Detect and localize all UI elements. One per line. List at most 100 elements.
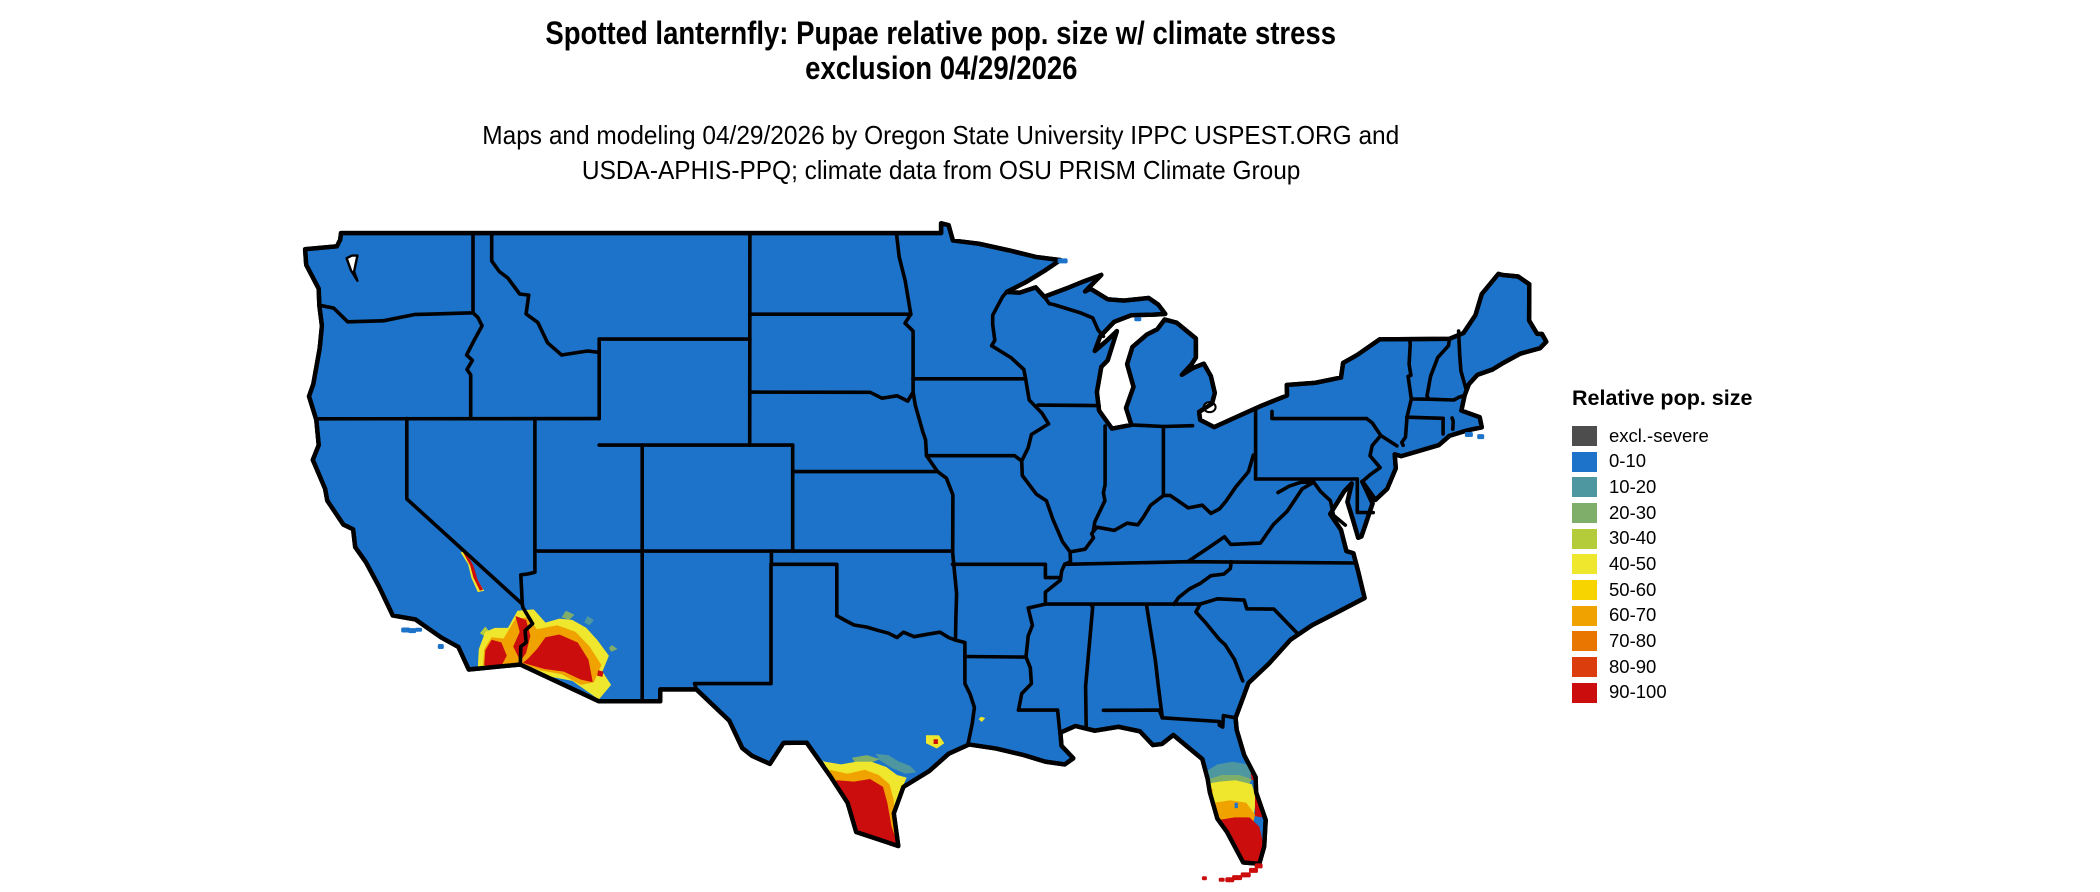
legend-swatch	[1572, 451, 1597, 472]
legend-row: 20-30	[1572, 500, 1752, 526]
hotspot-region	[834, 779, 899, 846]
island-speck	[415, 627, 423, 632]
hotspot-region	[608, 645, 618, 652]
legend-row: 10-20	[1572, 474, 1752, 500]
state-border-line	[1101, 708, 1165, 720]
legend-row: 50-60	[1572, 577, 1752, 603]
hotspot-layer	[460, 551, 1264, 863]
legend-swatch	[1572, 605, 1597, 626]
legend-row: 60-70	[1572, 603, 1752, 629]
state-border-line	[1194, 602, 1245, 683]
hotspot-region	[933, 739, 938, 744]
state-border-line	[405, 416, 535, 667]
legend-row: 0-10	[1572, 449, 1752, 475]
island-speck	[1134, 317, 1142, 322]
state-border-line	[519, 416, 537, 606]
legend-swatch	[1572, 425, 1597, 446]
state-border-line	[1400, 415, 1409, 448]
hotspot-region	[561, 610, 575, 620]
state-border-line	[950, 562, 1061, 580]
legend-entries: excl.-severe 0-10 10-20 20-30 30-40 40-50 50-6…	[1572, 423, 1752, 706]
state-border-line	[1091, 424, 1107, 532]
hotspot-region	[484, 639, 507, 669]
state-border-line	[1270, 409, 1369, 421]
legend-swatch	[1572, 579, 1597, 600]
map-legend: Relative pop. size excl.-severe 0-10 10-20…	[1572, 386, 1752, 706]
hotspot-region	[584, 616, 594, 626]
legend-swatch	[1572, 477, 1597, 498]
legend-row: 90-100	[1572, 680, 1752, 706]
island-speck	[1218, 877, 1225, 882]
page-subtitle-line1: Maps and modeling 04/29/2026 by Oregon S…	[482, 120, 1400, 150]
hotspot-region	[522, 634, 593, 683]
state-border-line	[1016, 708, 1062, 734]
state-border-line	[989, 290, 1028, 381]
state-border-line	[1083, 602, 1095, 729]
state-border-line	[894, 231, 913, 316]
state-border-line	[1360, 416, 1383, 484]
state-border-line	[924, 453, 1024, 463]
state-border-line	[1036, 403, 1101, 408]
page-title-line2: exclusion 04/29/2026	[804, 50, 1078, 86]
state-border-line	[903, 312, 915, 381]
state-border-line	[1425, 337, 1452, 401]
puget-sound-water	[345, 254, 359, 282]
legend-swatch	[1572, 528, 1597, 549]
island-speck	[1232, 875, 1243, 881]
island-speck	[401, 627, 411, 633]
state-border-line	[1379, 433, 1399, 448]
hotspot-region	[875, 753, 917, 774]
legend-row: excl.-severe	[1572, 423, 1752, 449]
state-border-line	[1068, 453, 1256, 554]
legend-title: Relative pop. size	[1572, 386, 1753, 410]
island-speck	[1254, 863, 1263, 869]
legend-swatch	[1572, 554, 1597, 575]
state-border-line	[1409, 393, 1466, 402]
legend-label: 70-80	[1609, 630, 1657, 652]
island-speck	[1249, 867, 1258, 873]
legend-swatch	[1572, 502, 1597, 523]
hotspot-region	[463, 552, 484, 591]
legend-row: 80-90	[1572, 654, 1752, 680]
island-speck	[437, 644, 444, 649]
state-border-line	[1016, 377, 1073, 712]
state-border-line	[317, 303, 475, 324]
nation-shape	[302, 221, 1549, 866]
island-speck	[1057, 258, 1068, 264]
legend-row: 30-40	[1572, 526, 1752, 552]
state-border-line	[489, 231, 601, 357]
state-border-line	[1406, 337, 1414, 401]
legend-label: 40-50	[1609, 553, 1657, 575]
state-border-line	[1160, 713, 1238, 729]
legend-label: 10-20	[1609, 475, 1657, 497]
island-speck	[408, 628, 417, 634]
island-speck	[1464, 432, 1473, 437]
state-border-line	[963, 654, 1028, 659]
island-speck	[1201, 876, 1207, 881]
state-border-line	[835, 613, 958, 642]
state-border-line	[1172, 559, 1234, 607]
hotspot-region	[1234, 802, 1238, 809]
state-border-line	[1185, 480, 1316, 564]
state-border-line	[1042, 294, 1106, 339]
page-subtitle: Maps and modeling 04/29/2026 by Oregon S…	[241, 118, 1641, 188]
state-borders	[314, 231, 1469, 747]
legend-row: 40-50	[1572, 551, 1752, 577]
legend-swatch	[1572, 657, 1597, 678]
legend-swatch	[1572, 631, 1597, 652]
state-border-line	[1129, 423, 1195, 429]
state-border-line	[692, 562, 773, 692]
legend-label: 50-60	[1609, 578, 1657, 600]
page-subtitle-line2: USDA-APHIS-PPQ; climate data from OSU PR…	[581, 155, 1301, 185]
state-border-line	[1405, 397, 1414, 419]
legend-label: excl.-severe	[1609, 424, 1709, 446]
legend-label: 20-30	[1609, 501, 1657, 523]
island-speck	[1240, 872, 1251, 878]
state-border-line	[464, 231, 484, 421]
legend-label: 90-100	[1609, 681, 1667, 703]
state-border-line	[1198, 597, 1300, 636]
hotspot-region	[978, 716, 986, 722]
legend-label: 80-90	[1609, 655, 1657, 677]
